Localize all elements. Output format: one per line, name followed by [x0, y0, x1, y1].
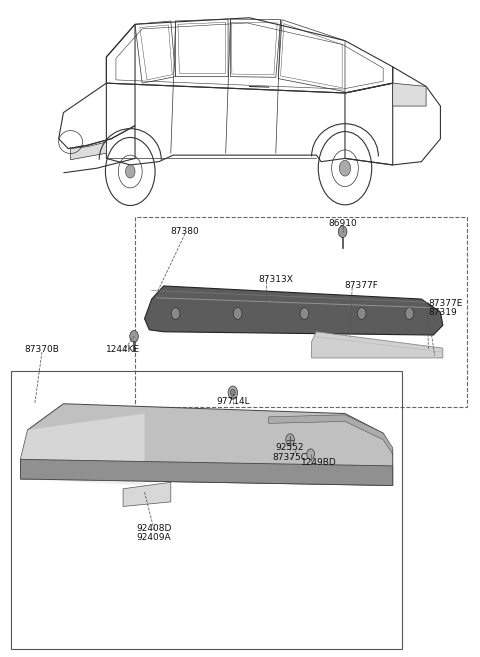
Polygon shape	[21, 459, 393, 486]
Polygon shape	[71, 142, 107, 160]
Text: 1249BD: 1249BD	[301, 458, 336, 467]
Text: 87370B: 87370B	[24, 345, 60, 354]
Polygon shape	[144, 286, 443, 335]
Text: 86910: 86910	[328, 219, 357, 229]
Circle shape	[171, 307, 180, 319]
Polygon shape	[21, 404, 393, 486]
Polygon shape	[393, 83, 426, 106]
Text: 87313X: 87313X	[258, 275, 293, 284]
Circle shape	[300, 307, 309, 319]
Text: 92552: 92552	[276, 443, 304, 452]
Text: 87375C: 87375C	[273, 453, 308, 462]
Text: 92409A: 92409A	[137, 533, 171, 542]
Circle shape	[307, 449, 314, 459]
Polygon shape	[269, 415, 393, 454]
Text: 87377E: 87377E	[429, 299, 463, 308]
Circle shape	[233, 307, 242, 319]
Polygon shape	[21, 413, 144, 486]
Circle shape	[286, 434, 294, 445]
Text: 87319: 87319	[429, 308, 457, 317]
Circle shape	[338, 226, 347, 238]
Text: 87380: 87380	[171, 227, 200, 236]
Text: 92408D: 92408D	[136, 524, 172, 533]
Circle shape	[339, 160, 351, 176]
Polygon shape	[123, 482, 171, 507]
Circle shape	[228, 386, 238, 399]
Text: 97714L: 97714L	[216, 397, 250, 406]
Circle shape	[358, 307, 366, 319]
Circle shape	[405, 307, 414, 319]
Circle shape	[125, 165, 135, 178]
Text: 1244KE: 1244KE	[106, 345, 140, 354]
Text: 87377F: 87377F	[345, 281, 379, 290]
Circle shape	[230, 390, 235, 396]
Circle shape	[130, 330, 138, 342]
Polygon shape	[312, 332, 443, 358]
